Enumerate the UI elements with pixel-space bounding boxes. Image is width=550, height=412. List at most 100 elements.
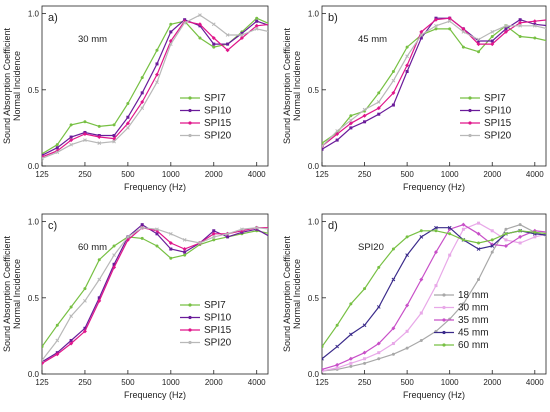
data-point [169,30,173,34]
x-tick-label: 500 [121,378,135,387]
x-tick-label: 4000 [526,378,544,387]
data-point [112,262,116,266]
y-tick-label: 1.0 [28,10,40,19]
data-point [405,235,409,239]
data-point [377,265,381,269]
data-point [377,91,381,95]
data-point [112,123,116,127]
plot-area [322,16,546,151]
data-point [254,27,259,31]
data-point [434,23,438,28]
x-tick-label: 2000 [205,378,223,387]
data-point [434,229,438,233]
data-point [140,100,145,104]
data-point [69,142,73,147]
data-point [447,225,452,230]
data-point [391,90,396,95]
data-point [169,247,173,251]
data-point [490,30,495,34]
legend-label: SPI20 [204,131,232,142]
data-point [255,16,259,20]
y-axis-title-line2: Normal Incidence [12,51,22,121]
data-point [83,120,87,124]
data-point [212,238,216,242]
x-tick-label: 500 [121,170,135,179]
x-tick-label: 500 [400,378,414,387]
data-point [112,139,116,144]
x-tick-label: 125 [35,170,49,179]
legend-item-spi10: SPI10 [180,106,232,117]
data-point [362,350,367,355]
data-point [140,223,144,227]
data-point [183,253,187,257]
series-line-spi15 [42,20,268,158]
x-tick-label: 125 [315,378,329,387]
data-point [212,45,216,49]
data-point [55,146,59,150]
legend-item-60-mm: 60 mm [434,340,489,351]
data-point [518,34,522,38]
data-point [126,235,130,239]
x-tick-label: 4000 [526,170,544,179]
data-point [140,106,145,110]
data-point [477,221,481,225]
data-point [307,365,310,368]
legend-marker [442,343,446,347]
data-point [419,33,424,37]
data-point [419,36,423,40]
data-point [349,126,353,130]
data-point [504,23,508,28]
data-point [391,78,396,83]
data-point [518,229,522,233]
data-point [419,338,423,342]
plot-area [42,223,272,366]
series-line-18-mm [322,224,546,372]
data-point [155,62,159,66]
legend-marker [188,328,192,332]
panel-caption: 60 mm [78,242,107,253]
series-line-spi7 [322,25,546,145]
data-point [140,91,144,95]
data-point [391,342,395,346]
data-point [212,42,216,46]
y-tick-label: 1.0 [308,10,320,19]
data-point [211,36,216,40]
series-line-spi15 [322,17,546,148]
data-point [391,247,395,251]
data-point [363,361,367,365]
data-point [490,39,494,43]
legend-marker [442,318,446,322]
data-point [197,22,202,27]
x-tick-label: 1000 [162,378,180,387]
legend-item-spi20: SPI20 [180,131,232,142]
data-point [225,33,230,37]
data-point [504,232,508,236]
legend-item-spi7: SPI7 [180,300,226,311]
data-point [83,287,87,291]
chart-panel-3: 0.0 0.5 1.0 125 250 500 1000 2000 4000 Frequency … [2,213,272,400]
x-tick-label: 250 [78,378,92,387]
plot-frame [321,5,547,167]
x-tick-label: 2000 [483,170,501,179]
data-point [126,126,130,130]
data-point [405,63,410,68]
legend-item-18-mm: 18 mm [434,290,489,301]
legend-marker [188,121,192,125]
x-tick-label: 250 [358,170,372,179]
data-point [168,240,173,245]
x-tick-label: 2000 [205,170,223,179]
data-point [269,228,272,231]
data-point [532,23,537,28]
chart-panel-4: 0.0 0.5 1.0 125 250 500 1000 2000 4000 Frequency … [282,213,547,400]
data-point [42,345,44,349]
data-point [42,153,44,157]
data-point [490,42,495,47]
data-point [518,18,522,22]
data-point [447,16,452,21]
data-point [391,103,395,107]
data-point [335,344,340,349]
data-point [182,238,187,242]
data-point [140,225,145,230]
legend-marker [188,133,192,138]
data-point [363,357,367,361]
